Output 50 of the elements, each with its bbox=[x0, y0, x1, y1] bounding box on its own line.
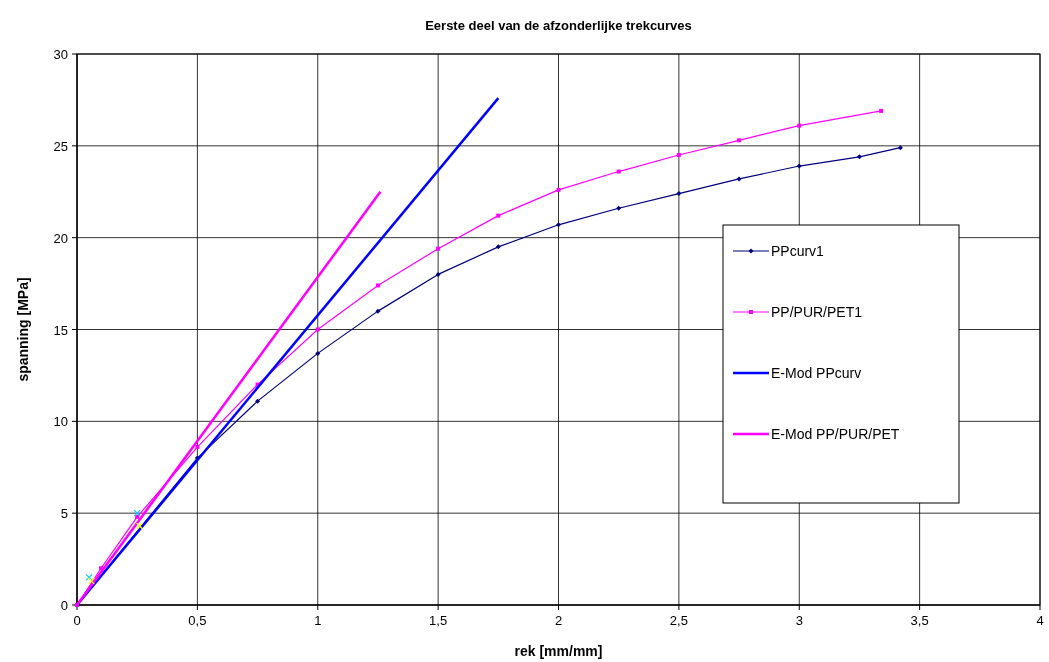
point bbox=[135, 514, 140, 519]
point bbox=[136, 522, 144, 530]
chart-title: Eerste deel van de afzonderlijke trekcurves bbox=[425, 18, 692, 33]
y-tick-label: 25 bbox=[53, 138, 68, 154]
point bbox=[556, 222, 561, 228]
point bbox=[315, 327, 320, 332]
y-tick-label: 30 bbox=[53, 47, 68, 62]
point bbox=[255, 398, 261, 404]
x-tick-label: 2,5 bbox=[669, 613, 688, 628]
legend-label: E-Mod PPcurv bbox=[771, 365, 862, 381]
point bbox=[737, 138, 742, 143]
x-tick-label: 0,5 bbox=[188, 613, 207, 628]
point bbox=[856, 154, 862, 160]
point bbox=[496, 213, 501, 218]
point bbox=[85, 573, 93, 582]
y-tick-label: 15 bbox=[53, 322, 68, 338]
point bbox=[676, 153, 681, 158]
y-tick-label: 10 bbox=[53, 414, 68, 430]
x-tick-label: 2 bbox=[554, 613, 563, 628]
point bbox=[436, 246, 441, 251]
point bbox=[736, 176, 742, 182]
point bbox=[556, 187, 561, 192]
y-tick-label: 20 bbox=[53, 230, 68, 246]
y-axis-title: spanning [MPa] bbox=[15, 277, 31, 382]
point bbox=[375, 283, 380, 288]
point bbox=[435, 271, 441, 277]
legend-label: E-Mod PP/PUR/PET bbox=[771, 426, 900, 442]
point bbox=[797, 123, 802, 128]
x-tick-label: 1,5 bbox=[429, 613, 448, 628]
legend-label: PP/PUR/PET1 bbox=[771, 304, 863, 320]
x-tick-label: 3 bbox=[795, 613, 803, 628]
x-tick-label: 3,5 bbox=[910, 613, 929, 628]
point bbox=[195, 445, 200, 450]
y-tick-label: 0 bbox=[60, 598, 68, 613]
point bbox=[616, 169, 621, 174]
x-axis-title: rek [mm/mm] bbox=[514, 643, 603, 659]
point bbox=[495, 244, 501, 250]
point bbox=[676, 191, 682, 197]
point bbox=[879, 108, 884, 113]
point bbox=[616, 205, 622, 211]
point bbox=[897, 145, 903, 151]
x-tick-label: 1 bbox=[314, 613, 322, 628]
y-tick-label: 5 bbox=[60, 506, 68, 522]
point bbox=[87, 577, 96, 585]
legend-label: PPcurv1 bbox=[771, 243, 825, 259]
x-tick-label: 4 bbox=[1036, 613, 1044, 628]
point bbox=[375, 308, 381, 314]
point bbox=[315, 350, 321, 356]
point bbox=[796, 163, 802, 169]
x-tick-label: 0 bbox=[73, 613, 81, 628]
